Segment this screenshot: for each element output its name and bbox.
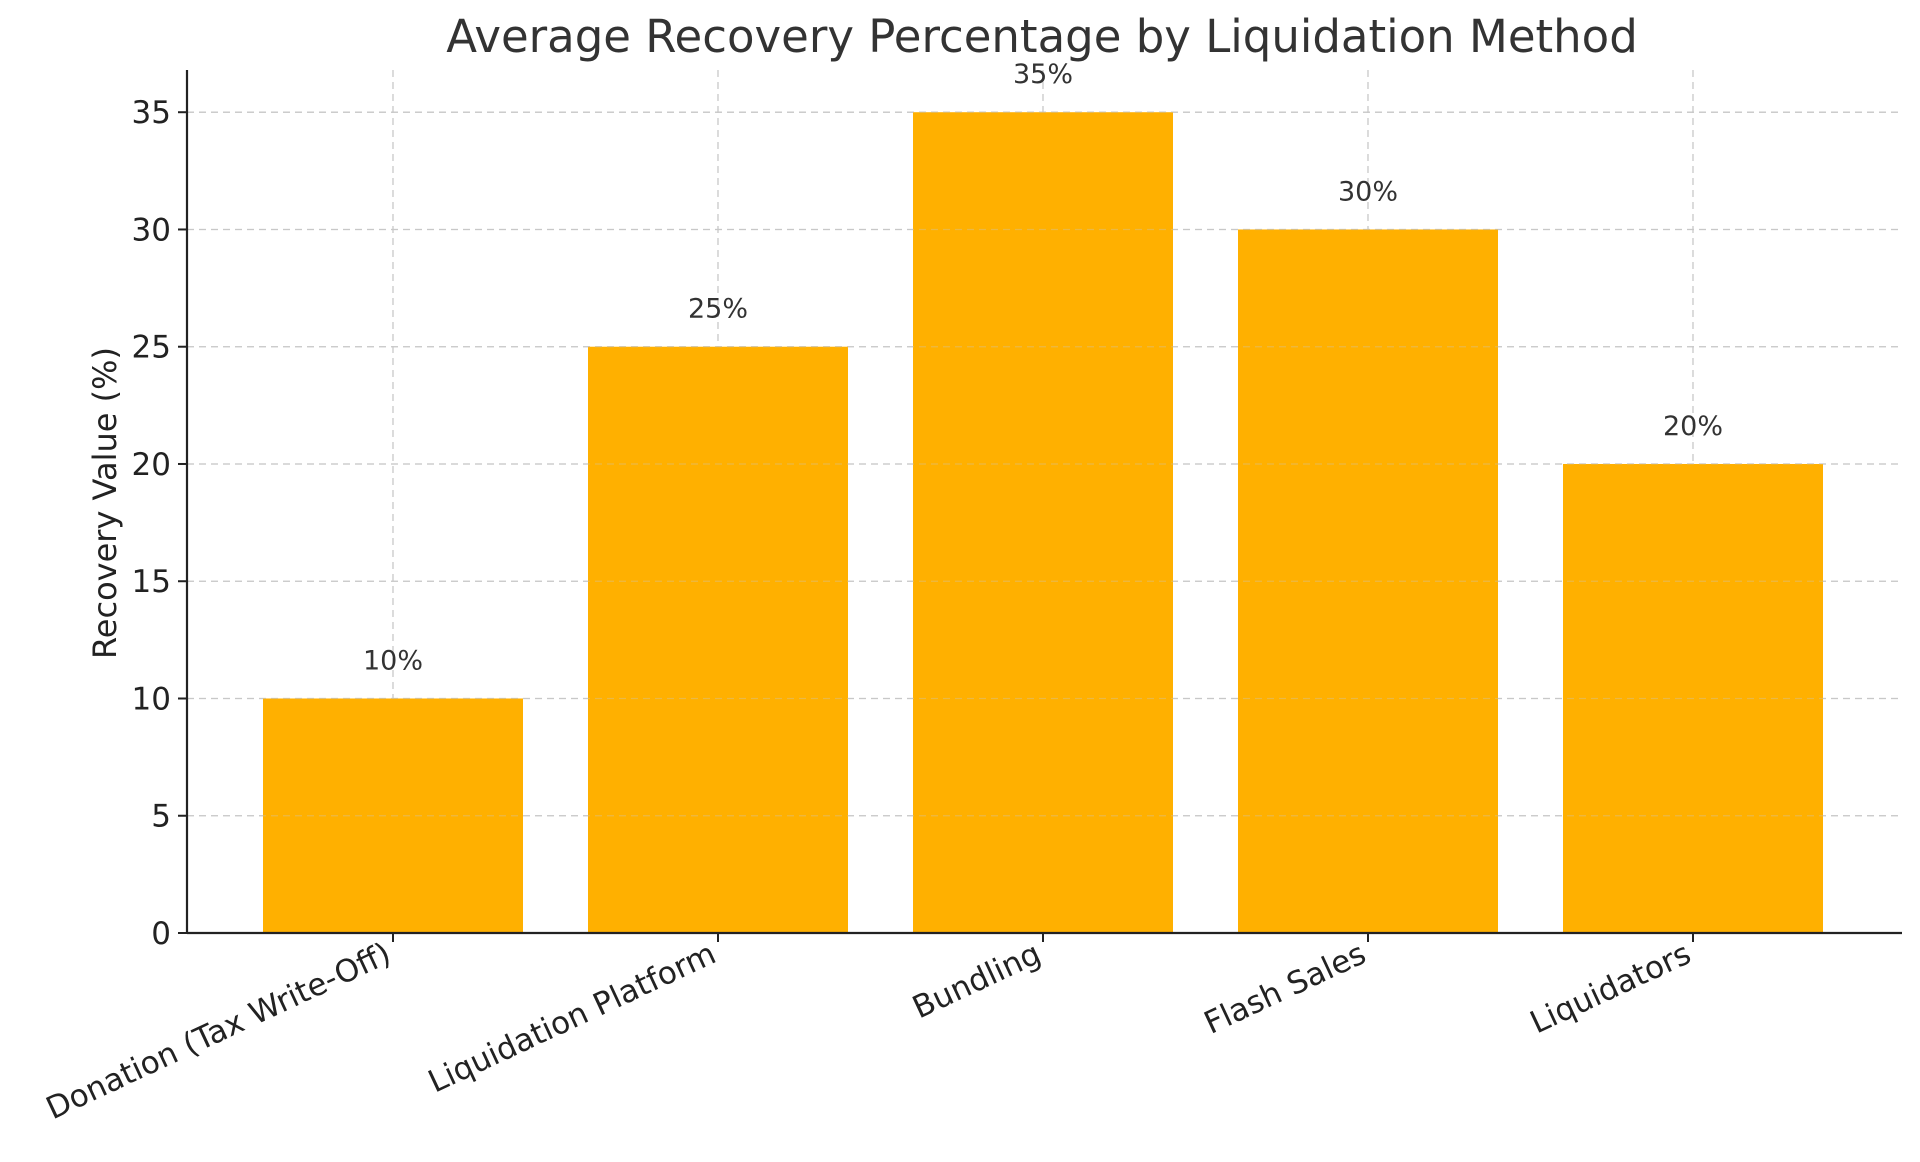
x-tick-label: Bundling xyxy=(907,936,1046,1026)
bar xyxy=(1238,229,1498,933)
y-tick-label: 30 xyxy=(132,212,171,248)
bar xyxy=(1563,463,1823,933)
data-labels: 10% 25% 35% 30% 20% xyxy=(363,59,1723,676)
data-label: 35% xyxy=(1013,59,1073,90)
y-tick-label: 15 xyxy=(132,564,171,600)
y-tick-label: 20 xyxy=(132,447,171,483)
chart-title: Average Recovery Percentage by Liquidati… xyxy=(446,10,1638,63)
y-tick-label: 0 xyxy=(151,916,171,952)
x-tick-label: Liquidators xyxy=(1525,936,1697,1042)
x-tick-label: Donation (Tax Write-Off) xyxy=(41,936,397,1127)
data-label: 25% xyxy=(688,294,748,325)
bar xyxy=(913,112,1173,933)
data-label: 30% xyxy=(1338,176,1398,207)
y-tick-label: 5 xyxy=(151,799,171,835)
bar xyxy=(588,346,848,933)
y-axis-label: Recovery Value (%) xyxy=(86,347,124,659)
data-label: 20% xyxy=(1663,411,1723,442)
x-tick-label: Flash Sales xyxy=(1199,936,1372,1042)
y-tick-label: 25 xyxy=(132,330,171,366)
y-tick-label: 10 xyxy=(132,681,171,717)
y-tick-label: 35 xyxy=(132,95,171,131)
x-tick-label: Liquidation Platform xyxy=(423,936,721,1101)
data-label: 10% xyxy=(363,645,423,676)
bars xyxy=(187,111,1902,933)
bar xyxy=(263,698,523,933)
